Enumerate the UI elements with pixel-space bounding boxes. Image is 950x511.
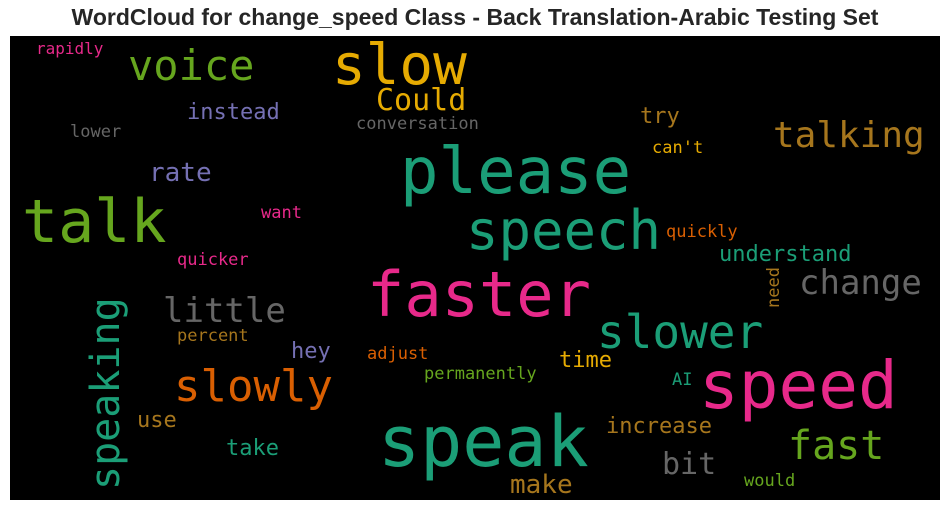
- word-lower: lower: [70, 122, 122, 142]
- word-would: would: [744, 471, 796, 491]
- word-cant: can't: [652, 138, 704, 158]
- word-talk: talk: [22, 187, 167, 257]
- word-fast: fast: [788, 423, 885, 469]
- word-try: try: [640, 104, 680, 129]
- word-time: time: [559, 348, 612, 373]
- word-talking: talking: [773, 115, 925, 156]
- word-understand: understand: [719, 242, 852, 267]
- word-voice: voice: [128, 41, 255, 90]
- word-little: little: [163, 291, 286, 331]
- word-conversation: conversation: [356, 114, 479, 134]
- word-quickly: quickly: [666, 222, 738, 242]
- word-bit: bit: [662, 447, 717, 482]
- word-slower: slower: [597, 305, 764, 359]
- word-speech: speech: [466, 199, 662, 262]
- word-slow: slow: [332, 36, 467, 98]
- word-speak: speak: [378, 401, 589, 483]
- word-change: change: [799, 263, 922, 303]
- word-want: want: [261, 203, 302, 223]
- word-take: take: [226, 436, 279, 461]
- word-speaking: speaking: [83, 297, 129, 490]
- word-faster: faster: [367, 258, 591, 331]
- word-need: need: [764, 267, 784, 308]
- word-slowly: slowly: [174, 361, 333, 412]
- word-permanently: permanently: [424, 364, 537, 384]
- word-use: use: [137, 408, 177, 433]
- word-adjust: adjust: [367, 344, 429, 364]
- word-please: please: [400, 135, 632, 209]
- word-could: Could: [376, 83, 467, 118]
- word-hey: hey: [291, 339, 331, 364]
- word-increase: increase: [606, 414, 712, 439]
- word-speed: speed: [699, 347, 898, 424]
- word-rate: rate: [149, 158, 212, 188]
- word-percent: percent: [177, 326, 249, 346]
- word-rapidly: rapidly: [36, 39, 104, 58]
- word-ai: AI: [672, 370, 693, 390]
- word-instead: instead: [187, 100, 280, 125]
- word-make: make: [510, 470, 573, 500]
- chart-title: WordCloud for change_speed Class - Back …: [71, 4, 879, 30]
- word-cloud: slow voice rapidly Could instead lower c…: [10, 36, 940, 500]
- word-quicker: quicker: [177, 250, 249, 270]
